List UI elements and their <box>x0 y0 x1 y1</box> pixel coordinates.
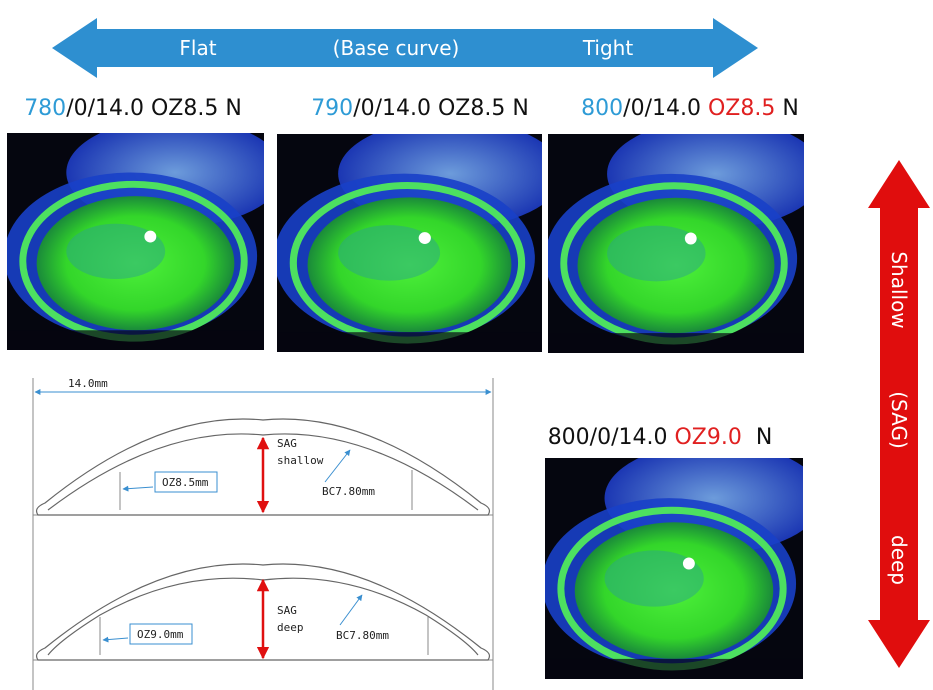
caption-part: 800 <box>581 96 623 121</box>
sag-label: SAG <box>277 604 297 617</box>
photo-caption: 790/0/14.0 OZ8.5 N <box>311 96 529 121</box>
leader <box>103 638 128 640</box>
caption-part: /0/14.0 OZ8.5 N <box>353 96 529 121</box>
arrow-label: Tight <box>582 36 634 60</box>
arrow-label: (Base curve) <box>333 36 460 60</box>
arrow-label: (SAG) <box>887 391 911 449</box>
bc-label: BC7.80mm <box>336 629 389 642</box>
photo-caption: 800/0/14.0 OZ8.5 N <box>581 96 799 121</box>
caption-part: 780 <box>24 96 66 121</box>
caption-part: OZ8.5 <box>708 96 775 121</box>
eye-photo <box>4 118 284 350</box>
arrow-label: Shallow <box>887 251 911 328</box>
photo-caption: 780/0/14.0 OZ8.5 N <box>24 96 242 121</box>
eye-photo <box>274 119 562 352</box>
caption-part: /0/14.0 OZ8.5 N <box>66 96 242 121</box>
caption-part: N <box>775 96 798 121</box>
caption-part: 800/0/14.0 <box>548 425 675 450</box>
oz-label: OZ9.0mm <box>137 628 184 641</box>
caption-part: OZ9.0 <box>674 425 741 450</box>
caption-part: N <box>742 425 772 450</box>
leader <box>123 487 153 489</box>
eye-photo <box>542 443 823 679</box>
depth-label: deep <box>277 621 304 634</box>
photo-caption: 800/0/14.0 OZ9.0 N <box>548 425 773 450</box>
sag-label: SAG <box>277 437 297 450</box>
diameter-label: 14.0mm <box>68 377 108 390</box>
caption-part: /0/14.0 <box>623 96 708 121</box>
leader <box>325 450 350 482</box>
arrow-label: Flat <box>179 36 216 60</box>
eye-photo <box>545 119 824 353</box>
depth-label: shallow <box>277 454 324 467</box>
lens-diagram: 14.0mm OZ8.5mm SAG shallow BC7.80mm OZ9.… <box>33 377 493 690</box>
figure: Flat (Base curve) Tight Shallow (SAG) de… <box>0 0 933 690</box>
caption-part: 790 <box>311 96 353 121</box>
oz-label: OZ8.5mm <box>162 476 209 489</box>
bc-label: BC7.80mm <box>322 485 375 498</box>
leader <box>340 595 362 625</box>
arrow-label: deep <box>887 535 911 585</box>
